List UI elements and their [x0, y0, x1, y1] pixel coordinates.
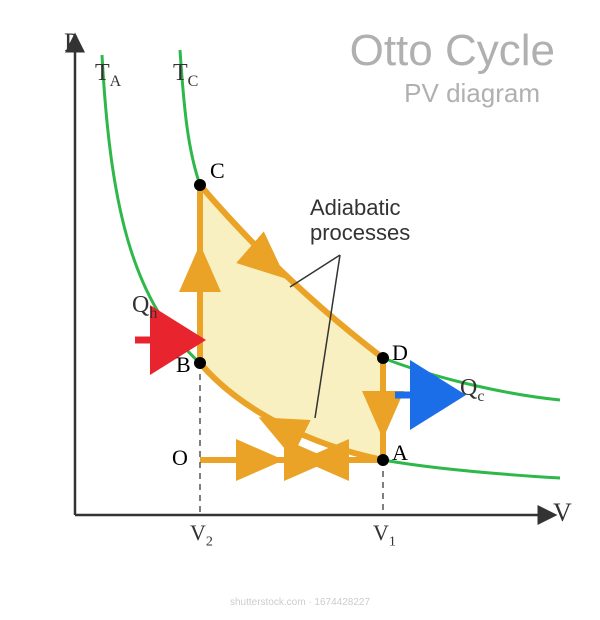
- ta-label: TA: [95, 60, 121, 91]
- point-a: [377, 454, 389, 466]
- point-d: [377, 352, 389, 364]
- point-d-label: D: [392, 340, 408, 366]
- point-c: [194, 179, 206, 191]
- p-axis-label: P: [64, 28, 78, 58]
- v-axis-label: V: [553, 498, 572, 528]
- point-a-label: A: [392, 440, 408, 466]
- diagram-container: Otto Cycle PV diagram P V TA TC C B D A …: [0, 0, 600, 620]
- anno-line-1: [290, 255, 340, 287]
- watermark: shutterstock.com · 1674428227: [0, 597, 600, 608]
- title-sub: PV diagram: [404, 78, 540, 109]
- qh-label: Qh: [132, 292, 157, 323]
- point-b-label: B: [176, 352, 191, 378]
- point-c-label: C: [210, 158, 225, 184]
- annotation-text: Adiabatic processes: [310, 195, 410, 246]
- tc-label: TC: [173, 60, 198, 91]
- point-o-label: O: [172, 445, 188, 471]
- title-main: Otto Cycle: [350, 26, 555, 76]
- v2-label: V2: [190, 520, 213, 550]
- qc-label: Qc: [460, 375, 484, 406]
- point-b: [194, 357, 206, 369]
- v1-label: V1: [373, 520, 396, 550]
